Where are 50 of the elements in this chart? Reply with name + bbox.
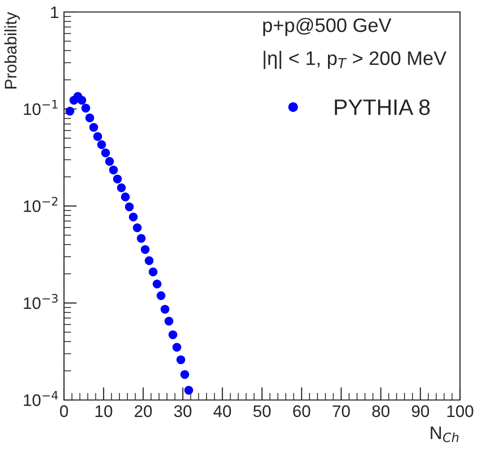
- y-axis-title: Probability: [4, 12, 20, 88]
- x-tick-label: 20: [134, 405, 152, 418]
- point: [136, 234, 146, 243]
- point: [168, 330, 178, 340]
- point: [164, 316, 174, 326]
- point: [156, 291, 166, 300]
- point: [117, 183, 126, 192]
- point: [144, 256, 154, 266]
- point: [109, 166, 118, 174]
- point: [113, 174, 122, 184]
- point: [160, 304, 170, 314]
- y-tick-label: 10$^{−2}$: [24, 196, 58, 212]
- y-tick-label: 10$^{−1}$: [24, 100, 58, 116]
- point: [184, 386, 194, 395]
- point: [128, 212, 138, 222]
- point: [85, 113, 94, 122]
- point: [93, 132, 102, 141]
- y-tick-label: 10$^{−3}$: [24, 294, 58, 310]
- point: [148, 268, 158, 276]
- annotation: p+p@500 GeV: [263, 18, 392, 36]
- point: [140, 245, 150, 254]
- x-tick-label: 60: [293, 405, 310, 418]
- point: [97, 140, 106, 150]
- x-axis-title: N$_{Ch}$: [430, 426, 458, 442]
- x-tick-label: 80: [372, 405, 390, 418]
- x-tick-label: 70: [332, 405, 350, 418]
- point: [124, 202, 134, 212]
- point: [89, 123, 98, 132]
- point: [66, 106, 74, 116]
- x-tick-label: 90: [412, 405, 430, 418]
- point: [105, 157, 114, 166]
- x-tick-label: 50: [253, 405, 271, 418]
- x-tick-label: 30: [174, 405, 192, 418]
- point: [152, 280, 162, 288]
- y-tick-label: 10$^{−4}$: [24, 391, 58, 406]
- point: [101, 148, 110, 158]
- x-tick-label: 100: [447, 405, 474, 418]
- point: [81, 104, 90, 113]
- annotation: |η| < 1, p$_{T}$ > 200 MeV: [264, 50, 446, 70]
- point: [172, 342, 182, 352]
- point: [120, 192, 130, 202]
- point: [132, 223, 142, 232]
- legend-label: PYTHIA 8: [334, 99, 430, 116]
- point: [77, 96, 86, 105]
- x-tick-label: 0: [60, 405, 68, 418]
- point: [180, 370, 190, 379]
- x-tick-label: 40: [214, 405, 232, 418]
- point: [176, 355, 186, 364]
- y-tick-label: 1: [51, 6, 58, 18]
- x-tick-label: 10: [96, 405, 112, 418]
